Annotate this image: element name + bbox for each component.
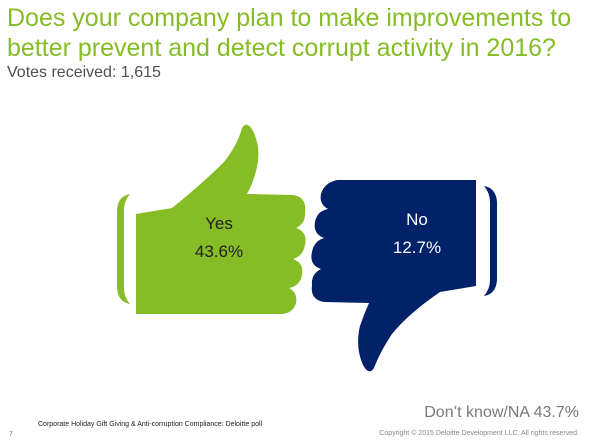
yes-label: Yes xyxy=(205,214,233,233)
poll-question-title: Does your company plan to make improveme… xyxy=(7,4,572,62)
page-number: 7 xyxy=(9,431,13,438)
votes-received-count: Votes received: 1,615 xyxy=(7,64,161,81)
thumbs-up-icon: Yes 43.6% xyxy=(112,122,312,327)
footer-source: Corporate Holiday Gift Giving & Anti-cor… xyxy=(38,421,263,428)
copyright-notice: Copyright © 2015 Deloitte Development LL… xyxy=(379,430,579,437)
dont-know-result: Don’t know/NA 43.7% xyxy=(424,404,579,421)
no-percentage: 12.7% xyxy=(392,238,442,257)
thumbs-down-icon: No 12.7% xyxy=(300,172,510,377)
no-label: No xyxy=(406,210,428,229)
yes-percentage: 43.6% xyxy=(194,242,244,261)
